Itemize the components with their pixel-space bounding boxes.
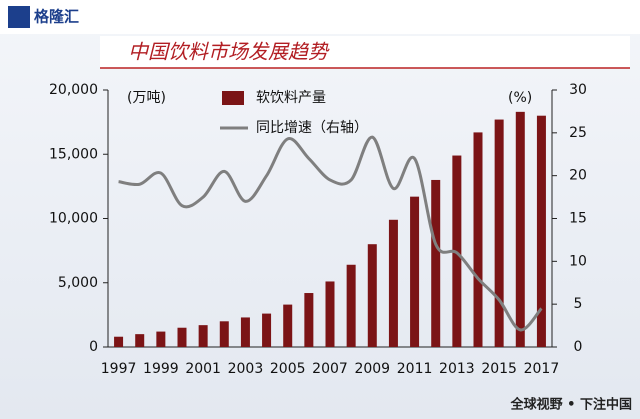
- bar: [304, 293, 314, 347]
- x-tick-label: 2013: [439, 361, 475, 377]
- bar: [431, 179, 441, 347]
- y2-unit: (%): [508, 90, 532, 106]
- y-tick-label: 10,000: [49, 211, 98, 227]
- bar: [156, 331, 166, 347]
- y2-tick-label: 30: [569, 82, 587, 98]
- x-tick-label: 2005: [270, 361, 306, 377]
- bar: [325, 281, 335, 347]
- y-unit: (万吨): [127, 90, 166, 106]
- y2-tick-label: 10: [569, 253, 587, 269]
- y-tick-label: 15,000: [49, 146, 98, 162]
- bar: [388, 219, 398, 347]
- bar: [219, 321, 229, 347]
- x-tick-label: 1997: [101, 361, 137, 377]
- title-bar: [100, 36, 630, 68]
- y2-tick-label: 20: [569, 168, 587, 184]
- bar: [135, 334, 145, 347]
- y-tick-label: 20,000: [49, 82, 98, 98]
- bar: [240, 317, 250, 347]
- y2-tick-label: 0: [574, 339, 583, 355]
- x-tick-label: 2011: [397, 361, 433, 377]
- bar: [473, 132, 483, 347]
- bar: [494, 119, 504, 348]
- legend-swatch: [222, 91, 244, 105]
- bar: [410, 196, 420, 347]
- y-tick-label: 0: [89, 339, 98, 355]
- y2-tick-label: 5: [574, 296, 583, 312]
- x-tick-label: 2001: [185, 361, 221, 377]
- legend-label: 软饮料产量: [256, 90, 326, 106]
- x-tick-label: 2015: [481, 361, 517, 377]
- header-bar: [0, 0, 640, 34]
- bar: [536, 115, 546, 347]
- y2-tick-label: 15: [569, 211, 587, 227]
- bar: [283, 304, 293, 347]
- x-tick-label: 2017: [524, 361, 560, 377]
- x-tick-label: 2003: [228, 361, 264, 377]
- line: [118, 135, 543, 332]
- bar: [367, 244, 377, 347]
- y-tick-label: 5,000: [58, 275, 98, 291]
- bar: [262, 313, 272, 347]
- x-tick-label: 1999: [143, 361, 179, 377]
- brand: 格隆汇: [34, 8, 79, 26]
- bar: [515, 111, 525, 347]
- footer: 全球视野 • 下注中国: [510, 397, 632, 413]
- legend-label: 同比增速（右轴）: [256, 120, 368, 136]
- bar: [346, 264, 356, 347]
- bar: [114, 336, 124, 347]
- y2-tick-label: 25: [569, 125, 587, 141]
- bar: [198, 325, 208, 347]
- chart-title: 中国饮料市场发展趋势: [128, 40, 330, 64]
- bar: [177, 327, 187, 347]
- x-tick-label: 2007: [312, 361, 348, 377]
- x-tick-label: 2009: [354, 361, 390, 377]
- logo-icon: [8, 6, 30, 28]
